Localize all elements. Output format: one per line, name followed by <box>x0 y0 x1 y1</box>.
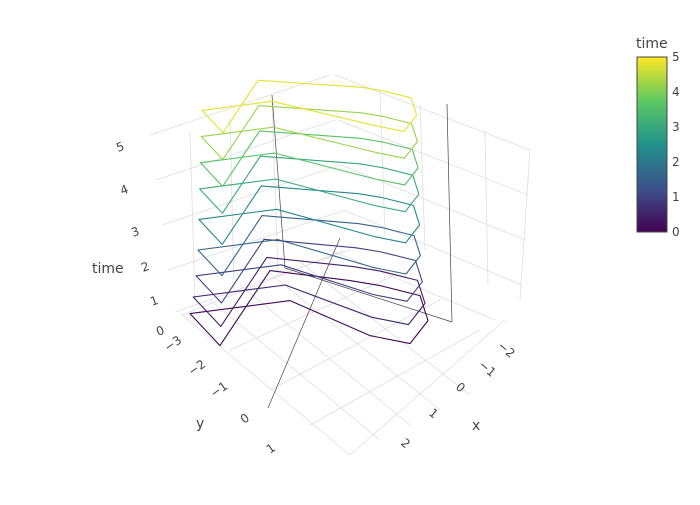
z-axis-title: time <box>92 261 124 277</box>
series-line-0[interactable] <box>189 270 429 347</box>
y-tick: −1 <box>208 379 231 401</box>
x-axis-ticks: −2 −1 0 1 2 <box>398 339 518 452</box>
series-line-2[interactable] <box>195 238 423 304</box>
scene-spines <box>267 94 453 409</box>
y-tick: 1 <box>264 441 278 457</box>
y-axis-ticks: −3 −2 −1 0 1 <box>162 333 278 457</box>
series-line-6[interactable] <box>199 130 419 187</box>
colorbar-tick: 3 <box>672 120 680 134</box>
x-tick: −1 <box>476 358 499 380</box>
series-line-3[interactable] <box>197 215 421 277</box>
colorbar-title: time <box>636 36 668 52</box>
z-tick: 2 <box>139 259 151 275</box>
colorbar-tick: 1 <box>672 190 680 204</box>
series-line-1[interactable] <box>192 256 426 327</box>
x-tick: 0 <box>453 380 468 396</box>
z-tick: 5 <box>114 139 126 155</box>
colorbar-tick: 0 <box>672 225 680 239</box>
y-tick: 0 <box>238 411 252 427</box>
y-axis-title: y <box>196 416 204 432</box>
colorbar[interactable]: time 5 4 3 2 1 0 <box>636 36 680 239</box>
colorbar-tick: 5 <box>672 50 680 64</box>
colorbar-tick: 4 <box>672 85 680 99</box>
z-tick: 0 <box>154 323 166 339</box>
series-line-5[interactable] <box>199 155 420 214</box>
series-line-8[interactable] <box>201 79 418 134</box>
scene-grid <box>149 74 531 456</box>
x-tick: 1 <box>426 406 441 422</box>
series-layer <box>189 79 429 347</box>
colorbar-gradient <box>636 56 668 233</box>
x-axis-title: x <box>472 418 480 434</box>
z-tick: 1 <box>148 293 160 309</box>
x-tick: 2 <box>398 436 413 452</box>
series-line-7[interactable] <box>200 105 418 161</box>
series-line-4[interactable] <box>198 185 421 245</box>
z-tick: 3 <box>129 224 141 240</box>
z-axis-ticks: 5 4 3 2 1 0 <box>114 139 166 339</box>
x-tick: −2 <box>495 339 518 361</box>
y-tick: −2 <box>186 357 209 379</box>
z-tick: 4 <box>118 182 130 198</box>
colorbar-tick: 2 <box>672 155 680 169</box>
